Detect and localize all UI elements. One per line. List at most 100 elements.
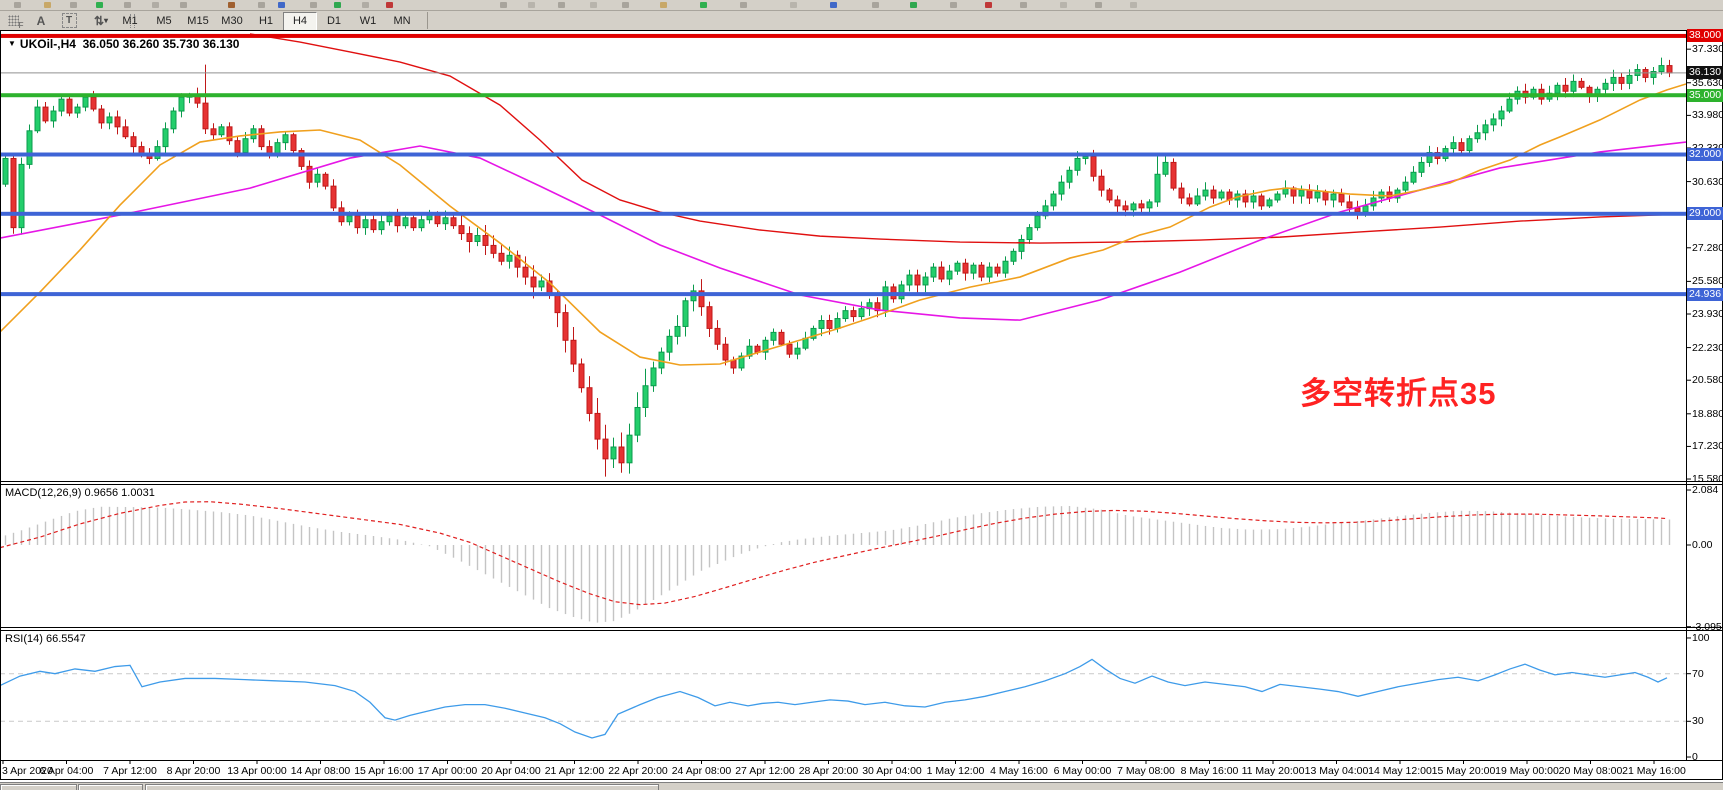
toolbar-fragment <box>386 2 393 8</box>
price-tick-label: 20.580 <box>1692 374 1723 387</box>
toolbar-fragment <box>44 2 51 8</box>
toolbar-fragment <box>985 2 992 8</box>
clipped-toolbar-row <box>0 0 1723 11</box>
time-axis-label: 8 Apr 20:00 <box>166 765 221 777</box>
toolbar-fragment <box>1060 2 1067 8</box>
macd-tick-label: 2.084 <box>1692 484 1719 497</box>
timeframe-button-m30[interactable]: M30 <box>221 15 243 27</box>
price-badge-32.000: 32.000 <box>1687 148 1723 161</box>
price-tick-label: 18.880 <box>1692 407 1723 420</box>
macd-tick-label: 0.00 <box>1692 539 1713 551</box>
time-axis-label: 15 Apr 16:00 <box>354 765 414 777</box>
toolbar-icon-group: F A T ⇅ ▾ <box>4 11 135 30</box>
toolbar-fragment <box>96 2 103 8</box>
timeframe-button-mn[interactable]: MN <box>393 15 411 27</box>
macd-tick-label: -3.0957 <box>1692 620 1723 633</box>
time-axis-label: 14 May 12:00 <box>1368 765 1432 777</box>
price-badge-29.000: 29.000 <box>1687 207 1723 221</box>
toolbar-fragment <box>528 2 535 8</box>
cycle-arrows-icon: ⇅ <box>93 13 105 28</box>
level-32 <box>0 152 1686 157</box>
dropdown-caret-icon: ▾ <box>104 16 109 25</box>
toolbar-fragment <box>622 2 629 8</box>
chart-title: ▼ UKOil-,H4 36.050 36.260 35.730 36.130 <box>8 37 239 51</box>
ohlc-values: 36.050 36.260 35.730 36.130 <box>82 37 240 51</box>
toolbar-fragment <box>278 2 285 8</box>
label-tool-icon[interactable]: A <box>36 13 46 28</box>
timeframe-button-m5[interactable]: M5 <box>156 15 172 27</box>
toolbar-fragment <box>70 2 77 8</box>
chart-window[interactable]: ▼ UKOil-,H4 36.050 36.260 35.730 36.130 M… <box>0 29 1723 780</box>
ma-fast-orange <box>0 83 1686 366</box>
timeframe-button-h4[interactable]: H4 <box>283 12 317 31</box>
rsi-layer <box>0 658 1686 739</box>
rsi-tick-label: 100 <box>1692 631 1710 644</box>
chart-toolbar: F A T ⇅ ▾ M1 M5 M15 M30 H1 H4 D1 W1 MN <box>0 11 1723 31</box>
toolbar-fragment <box>830 2 837 8</box>
cycle-symbols-icon[interactable]: ⇅ ▾ <box>88 13 114 28</box>
toolbar-fragment <box>1130 2 1137 8</box>
price-tick-label: 27.280 <box>1692 241 1723 254</box>
chart-annotation-text[interactable]: 多空转折点35 <box>1300 376 1497 411</box>
chart-canvas[interactable] <box>0 30 1723 790</box>
time-axis-label: 7 Apr 12:00 <box>103 765 157 777</box>
statusbar-segment <box>78 784 143 790</box>
timeframe-button-h1[interactable]: H1 <box>258 15 274 27</box>
rsi-tick-label: 70 <box>1692 667 1704 680</box>
price-badge-35.000: 35.000 <box>1687 88 1723 102</box>
level-24936 <box>0 292 1686 297</box>
clipped-status-bar <box>0 782 1723 790</box>
toolbar-fragment <box>228 2 235 8</box>
time-axis-label: 30 Apr 04:00 <box>862 765 922 777</box>
time-axis-label: 6 May 00:00 <box>1053 765 1112 777</box>
price-tick-label: 35.630 <box>1692 76 1723 89</box>
toolbar-fragment <box>700 2 707 8</box>
time-axis-label: 21 May 16:00 <box>1622 765 1686 777</box>
toolbar-fragment <box>152 2 159 8</box>
toolbar-fragment <box>500 2 507 8</box>
text-box-icon: T <box>61 13 77 28</box>
macd-layer <box>0 501 1671 623</box>
level-29 <box>0 211 1686 216</box>
rsi-tick-label: 0 <box>1692 751 1698 764</box>
time-axis-label: 3 Apr 2020 <box>2 765 53 777</box>
toolbar-fragment <box>558 2 565 8</box>
level-35 <box>0 93 1686 98</box>
toolbar-fragment <box>790 2 797 8</box>
toolbar-fragment <box>910 2 917 8</box>
ma-slow-red <box>249 33 1686 244</box>
toolbar-separator <box>427 12 428 29</box>
time-axis-label: 14 Apr 08:00 <box>290 765 351 777</box>
toolbar-fragment <box>872 2 879 8</box>
toolbar-fragment <box>1095 2 1102 8</box>
symbol-dropdown-icon[interactable]: ▼ <box>8 39 16 48</box>
toolbar-fragment <box>14 2 21 8</box>
time-axis-label: 19 May 00:00 <box>1495 765 1559 777</box>
price-tick-label: 37.330 <box>1692 43 1723 56</box>
toolbar-fragment <box>124 2 131 8</box>
text-tool-icon[interactable]: T <box>60 13 78 28</box>
current-price-line <box>0 72 1686 74</box>
time-axis-label: 20 Apr 04:00 <box>481 765 541 777</box>
ma-mid-magenta <box>0 141 1686 321</box>
timeframe-button-w1[interactable]: W1 <box>359 15 377 27</box>
statusbar-segment <box>0 784 77 790</box>
time-axis-label: 20 May 08:00 <box>1558 765 1623 777</box>
time-axis-label: 28 Apr 20:00 <box>798 765 859 777</box>
time-axis-label: 7 May 08:00 <box>1117 765 1175 777</box>
macd-indicator-label: MACD(12,26,9) 0.9656 1.0031 <box>5 487 155 499</box>
toolbar-fragment <box>660 2 667 8</box>
time-axis-label: 24 Apr 08:00 <box>671 765 732 777</box>
rsi-indicator-label: RSI(14) 66.5547 <box>5 633 86 645</box>
toolbar-drag-handle[interactable] <box>130 13 135 28</box>
timeframe-button-m15[interactable]: M15 <box>187 15 209 27</box>
rsi-tick-label: 30 <box>1692 715 1704 728</box>
timeframe-button-d1[interactable]: D1 <box>326 15 342 27</box>
time-axis-label: 21 Apr 12:00 <box>544 765 605 777</box>
timeframe-button-m1[interactable]: M1 <box>122 15 138 27</box>
time-axis-label: 22 Apr 20:00 <box>608 765 668 777</box>
crosshair-grid-icon[interactable]: F <box>4 13 24 30</box>
macd-signal-line <box>0 501 1668 606</box>
statusbar-segment <box>145 784 659 790</box>
